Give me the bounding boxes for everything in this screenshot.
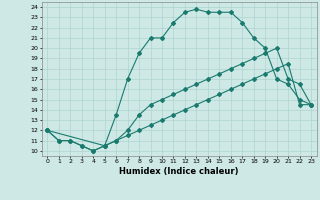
X-axis label: Humidex (Indice chaleur): Humidex (Indice chaleur)	[119, 167, 239, 176]
